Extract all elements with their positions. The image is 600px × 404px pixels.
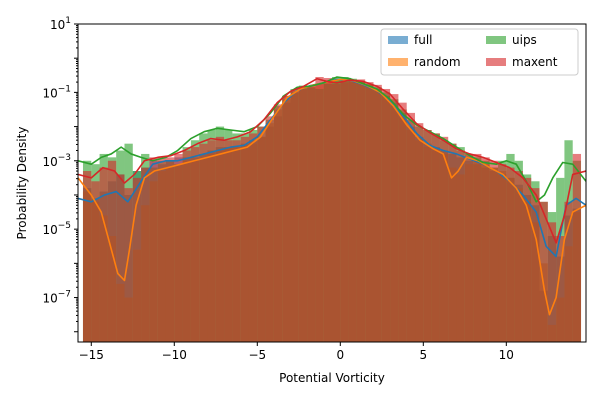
bar-maxent-13 [190,147,200,342]
legend-label-random: random [414,55,461,69]
bar-maxent-31 [340,82,349,342]
legend-swatch-random [388,58,408,66]
y-tick-label: 10−1 [42,84,71,100]
kde-line-uips [78,76,586,203]
bar-maxent-22 [265,116,274,342]
bar-maxent-19 [240,136,249,342]
bar-maxent-2 [99,167,108,342]
legend-swatch-uips [486,36,506,44]
plot-frame [77,23,587,343]
bar-maxent-1 [91,181,100,342]
bar-maxent-10 [165,157,175,342]
bar-maxent-54 [531,188,540,342]
x-tick-label: −10 [162,348,187,362]
bar-maxent-30 [332,83,341,342]
x-tick-label: −15 [79,348,104,362]
bar-maxent-24 [282,95,291,342]
bar-maxent-28 [315,77,324,342]
bar-maxent-59 [572,153,582,342]
bar-maxent-23 [273,104,283,342]
bar-maxent-42 [431,133,440,342]
y-axis-ticks: 10−7 10−5 10−3 10−1 101 [42,16,78,333]
bar-maxent-41 [423,130,432,342]
bar-maxent-43 [439,136,449,342]
bar-maxent-17 [224,140,233,342]
bar-maxent-12 [182,150,191,342]
bar-maxent-6 [132,177,142,342]
bar-maxent-9 [157,157,166,342]
bar-maxent-21 [257,126,266,342]
bar-maxent-56 [547,222,557,342]
y-tick-label: 10−7 [42,290,71,306]
bar-maxent-58 [564,201,573,342]
bar-maxent-32 [348,80,357,342]
legend-swatch-maxent [486,58,506,66]
bar-maxent-52 [514,171,523,342]
legend-swatch-full [388,36,408,44]
bar-maxent-16 [215,136,225,342]
bar-maxent-33 [356,79,366,342]
bar-maxent-35 [373,84,382,342]
bar-maxent-50 [498,164,507,342]
bar-maxent-47 [473,153,482,342]
bar-maxent-53 [522,177,532,342]
x-tick-label: 5 [419,348,427,362]
histogram-bars [82,77,582,342]
bar-maxent-5 [124,188,133,342]
bar-maxent-48 [481,157,490,342]
bar-maxent-14 [199,143,208,342]
bar-maxent-4 [116,174,125,342]
bar-maxent-57 [556,236,565,342]
bar-maxent-26 [298,88,308,342]
legend-label-full: full [414,33,433,47]
bar-maxent-46 [464,153,474,342]
x-tick-label: 10 [499,348,514,362]
x-axis-ticks: −15 −10 −5 0 5 10 [79,342,514,362]
bar-maxent-27 [307,85,316,342]
bar-maxent-51 [506,167,515,342]
x-tick-label: −5 [248,348,266,362]
y-axis-label: Probability Density [15,127,29,240]
y-tick-label: 101 [50,16,71,32]
bar-maxent-0 [82,171,92,342]
kde-line-random [78,78,586,316]
bar-maxent-44 [448,143,457,342]
legend-label-uips: uips [512,33,537,47]
y-tick-label: 10−3 [42,153,71,169]
bar-maxent-37 [390,94,399,342]
y-tick-label: 10−5 [42,221,71,237]
kde-curves [78,76,586,316]
bar-maxent-7 [141,167,150,342]
bar-maxent-55 [539,201,548,342]
x-axis-label: Potential Vorticity [279,371,385,385]
bar-maxent-25 [290,90,299,342]
bar-maxent-11 [174,153,183,342]
bar-maxent-40 [415,123,424,342]
bar-maxent-15 [207,140,216,342]
x-tick-label: 0 [336,348,344,362]
bar-maxent-8 [149,157,158,342]
bar-maxent-34 [365,82,374,342]
legend: full uips random maxent [380,28,579,76]
bar-maxent-36 [381,88,391,342]
bar-maxent-29 [323,78,332,342]
bar-maxent-39 [406,112,416,342]
bar-maxent-49 [489,160,499,342]
kde-line-maxent [78,77,586,244]
bar-maxent-20 [248,133,258,342]
bar-maxent-38 [398,102,407,342]
bar-maxent-18 [232,140,241,342]
bar-maxent-45 [456,150,465,342]
legend-label-maxent: maxent [512,55,558,69]
legend-frame [380,28,579,76]
